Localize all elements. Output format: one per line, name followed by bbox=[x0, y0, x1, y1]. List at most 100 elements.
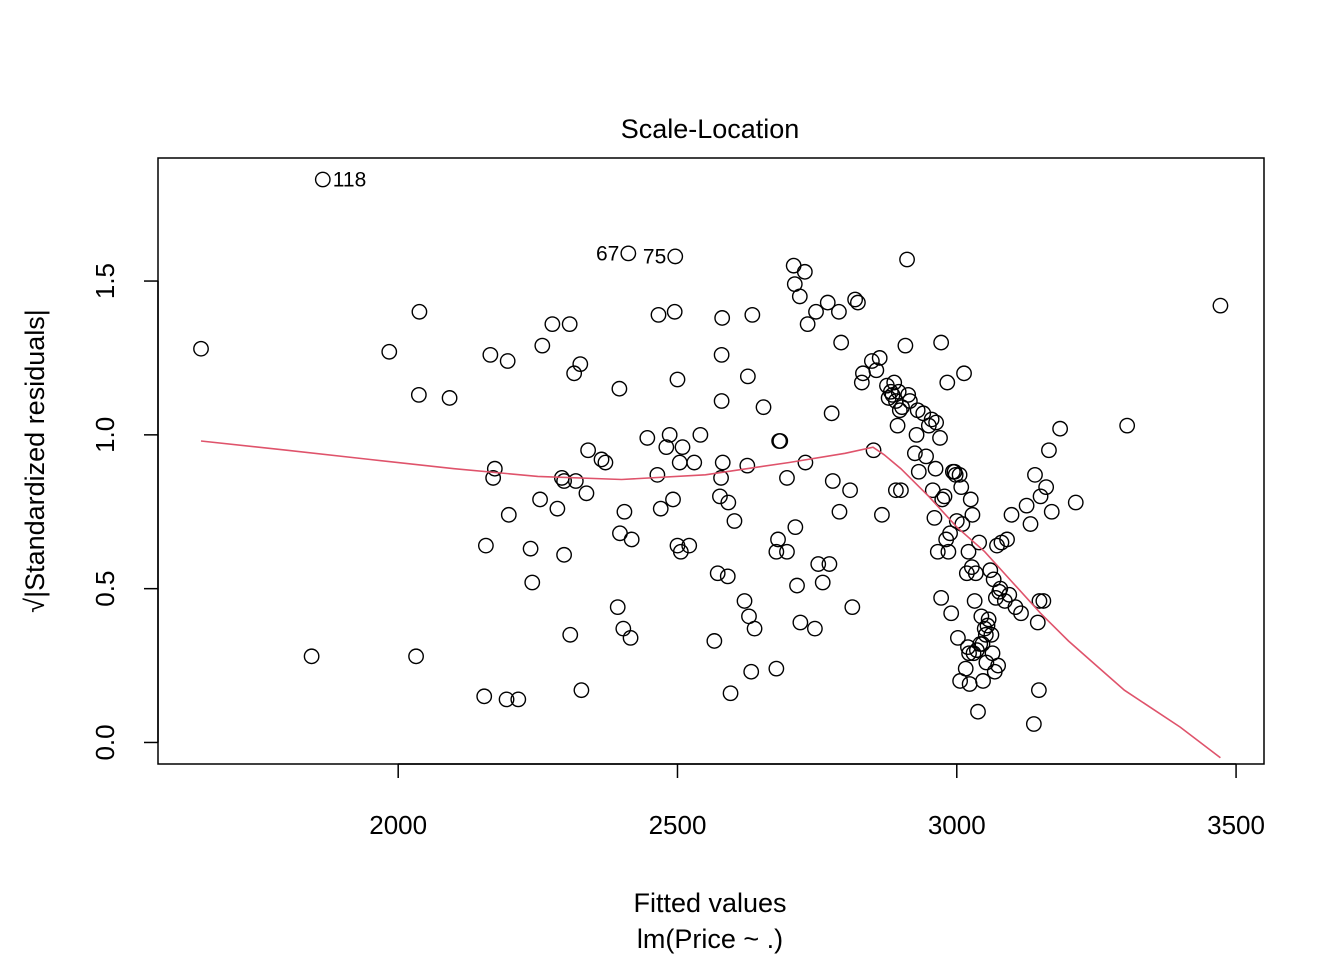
data-point bbox=[821, 556, 838, 572]
data-point bbox=[669, 371, 686, 388]
data-point bbox=[770, 531, 786, 548]
data-point bbox=[799, 316, 816, 333]
data-point bbox=[933, 334, 950, 351]
data-point bbox=[810, 556, 827, 572]
data-point bbox=[899, 251, 915, 268]
data-point bbox=[580, 442, 597, 459]
data-point bbox=[743, 663, 760, 680]
data-point bbox=[966, 593, 983, 609]
y-tick-label: 0.0 bbox=[90, 724, 120, 760]
data-point bbox=[611, 380, 628, 397]
data-point bbox=[524, 574, 541, 591]
data-point bbox=[993, 534, 1010, 551]
data-point bbox=[658, 439, 675, 456]
data-point bbox=[1030, 682, 1047, 699]
data-point bbox=[1018, 497, 1035, 514]
data-point bbox=[1022, 516, 1039, 532]
data-point bbox=[713, 346, 730, 363]
data-point bbox=[789, 577, 805, 594]
chart-title: Scale-Location bbox=[621, 114, 800, 144]
data-point bbox=[772, 433, 789, 449]
data-point bbox=[1041, 442, 1057, 459]
scatter-points bbox=[193, 171, 1229, 732]
data-point bbox=[593, 451, 610, 468]
data-point bbox=[615, 620, 632, 637]
data-point bbox=[1052, 420, 1069, 437]
data-point bbox=[927, 460, 944, 477]
data-point bbox=[962, 491, 979, 508]
x-axis: 2000 2500 3000 3500 bbox=[369, 763, 1265, 840]
data-point bbox=[671, 454, 688, 471]
data-point bbox=[949, 629, 966, 646]
data-point bbox=[408, 648, 424, 665]
data-point bbox=[381, 343, 398, 360]
point-label: 75 bbox=[643, 245, 666, 268]
data-point bbox=[1007, 599, 1024, 616]
data-point bbox=[791, 288, 808, 305]
data-point bbox=[622, 629, 639, 646]
data-point bbox=[1212, 297, 1229, 314]
data-point bbox=[943, 605, 960, 622]
data-point bbox=[979, 617, 996, 634]
data-point bbox=[850, 294, 866, 311]
data-point bbox=[939, 374, 956, 391]
data-point bbox=[500, 506, 517, 523]
data-point bbox=[936, 488, 953, 505]
data-point bbox=[823, 405, 840, 422]
y-axis: 0.0 0.5 1.0 1.5 bbox=[90, 263, 159, 761]
data-point bbox=[934, 491, 951, 508]
data-point bbox=[855, 365, 871, 382]
data-point bbox=[891, 402, 908, 419]
data-point bbox=[978, 654, 995, 671]
data-point bbox=[999, 531, 1015, 548]
data-point bbox=[956, 365, 972, 382]
data-point bbox=[532, 491, 548, 508]
y-tick-label: 1.5 bbox=[90, 263, 120, 299]
data-point bbox=[666, 303, 683, 320]
data-point bbox=[928, 414, 945, 431]
data-point bbox=[556, 473, 572, 489]
point-label: 118 bbox=[333, 169, 366, 192]
data-point bbox=[989, 537, 1005, 554]
data-point bbox=[971, 534, 988, 551]
data-point bbox=[1035, 593, 1052, 609]
data-point bbox=[713, 393, 730, 409]
data-point bbox=[746, 620, 763, 637]
data-point bbox=[314, 171, 331, 188]
data-point bbox=[722, 685, 739, 702]
data-point bbox=[890, 383, 907, 400]
data-point bbox=[534, 337, 551, 354]
data-point bbox=[779, 470, 795, 486]
data-point bbox=[953, 479, 970, 496]
data-point bbox=[886, 374, 903, 391]
data-point bbox=[561, 316, 578, 333]
data-point bbox=[868, 362, 885, 379]
data-point bbox=[901, 393, 918, 409]
data-point bbox=[975, 673, 991, 689]
data-point bbox=[853, 374, 870, 391]
data-point bbox=[1043, 503, 1060, 520]
data-point bbox=[1067, 494, 1084, 511]
data-point bbox=[787, 519, 804, 536]
data-point bbox=[755, 399, 772, 416]
data-point bbox=[1001, 586, 1018, 603]
data-point bbox=[967, 565, 984, 582]
data-point bbox=[990, 657, 1007, 674]
data-point bbox=[681, 537, 698, 554]
data-point bbox=[960, 639, 976, 656]
data-point bbox=[918, 448, 934, 465]
data-point bbox=[410, 386, 427, 403]
data-point bbox=[863, 353, 880, 369]
data-point bbox=[923, 411, 940, 428]
data-point bbox=[712, 488, 728, 505]
data-point bbox=[808, 303, 824, 320]
data-point bbox=[940, 543, 957, 560]
data-point bbox=[549, 500, 566, 517]
data-point bbox=[556, 546, 572, 563]
y-tick-label: 0.5 bbox=[90, 571, 120, 607]
data-point bbox=[1038, 479, 1055, 496]
data-point bbox=[597, 454, 614, 471]
data-point bbox=[932, 430, 948, 446]
data-point bbox=[970, 703, 986, 720]
